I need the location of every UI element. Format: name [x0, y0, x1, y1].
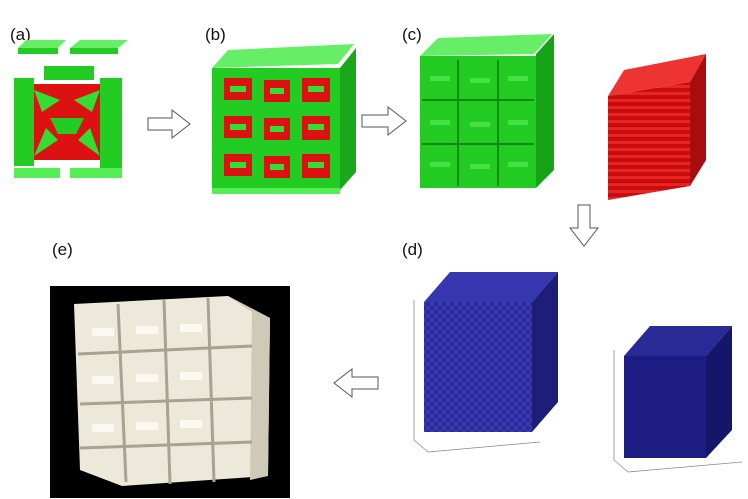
arrow-right-b-to-c	[361, 105, 407, 137]
panel-label-d: (d)	[402, 240, 423, 259]
lattice-b	[212, 44, 356, 194]
panel-label-c: (c)	[402, 25, 422, 44]
printed-sample-photo	[50, 286, 290, 498]
solid-model	[613, 326, 743, 473]
arrow-right-a-to-b	[147, 108, 191, 140]
unit-cell-a	[14, 40, 128, 178]
panel-label-e: (e)	[52, 240, 73, 259]
arrow-down-c-to-d	[568, 204, 600, 247]
panel-label-a: (a)	[10, 25, 31, 44]
red-reinforcement	[608, 54, 706, 200]
panel-label-b: (b)	[205, 25, 226, 44]
arrow-left-d-to-e	[333, 367, 379, 399]
mesh-model-d	[413, 272, 558, 453]
green-matrix-c	[420, 34, 554, 188]
